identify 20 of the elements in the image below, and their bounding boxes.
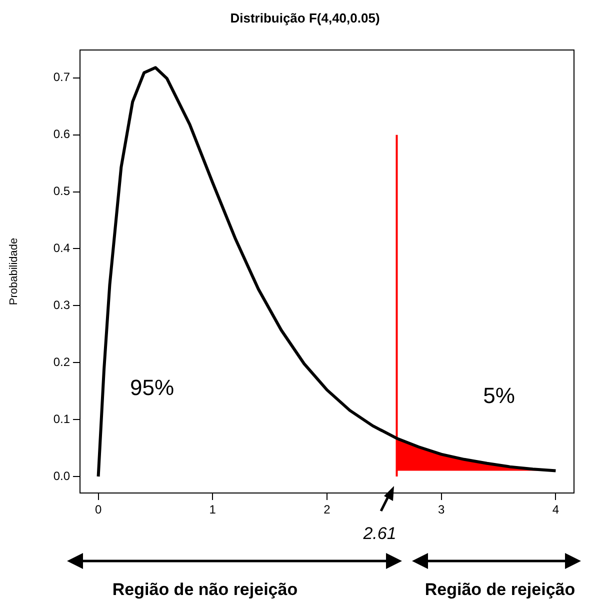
chart-title: Distribuição F(4,40,0.05) (230, 10, 380, 26)
y-tick-label: 0.1 (53, 412, 70, 426)
x-tick-label: 4 (552, 502, 560, 517)
x-tick-label: 2 (324, 502, 331, 517)
annotation: 95% (130, 375, 174, 400)
y-tick-label: 0.0 (53, 468, 70, 483)
x-tick-label: 1 (209, 502, 216, 517)
y-tick-label: 0.6 (53, 127, 70, 142)
y-tick-label: 0.7 (53, 70, 70, 84)
x-tick-label: 3 (438, 502, 446, 517)
text: Região de não rejeição (112, 580, 298, 600)
annotation: 5% (483, 383, 515, 408)
y-tick-label: 0.4 (53, 241, 70, 256)
y-axis-title: Probabilidade (8, 238, 20, 306)
x-tick-label: 0 (94, 502, 102, 517)
y-tick-label: 0.2 (53, 354, 70, 369)
y-tick-label: 0.5 (53, 184, 70, 198)
text: Região de rejeição (424, 580, 576, 600)
y-tick-label: 0.3 (53, 298, 70, 312)
annotation: 2.61 (362, 524, 396, 544)
